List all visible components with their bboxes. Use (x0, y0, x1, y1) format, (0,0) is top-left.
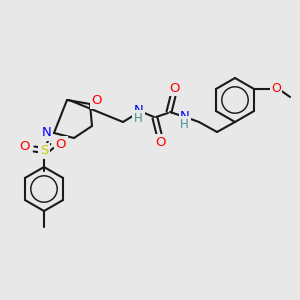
Text: O: O (92, 94, 102, 107)
Text: O: O (155, 136, 165, 148)
Text: N: N (180, 110, 190, 124)
Text: O: O (20, 140, 30, 154)
Text: O: O (169, 82, 179, 94)
Text: H: H (134, 112, 142, 124)
Text: N: N (134, 104, 144, 118)
Text: H: H (180, 118, 188, 130)
Text: O: O (271, 82, 281, 95)
Text: S: S (40, 145, 48, 158)
Text: N: N (42, 127, 52, 140)
Text: O: O (56, 137, 66, 151)
